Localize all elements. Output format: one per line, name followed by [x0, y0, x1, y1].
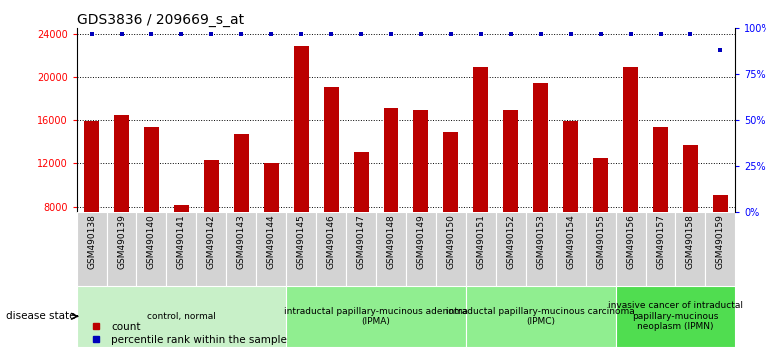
Bar [676, 212, 705, 286]
Bar [293, 46, 309, 293]
Text: GSM490149: GSM490149 [417, 214, 425, 269]
Bar [414, 110, 428, 293]
Text: intraductal papillary-mucinous carcinoma
(IPMC): intraductal papillary-mucinous carcinoma… [447, 307, 635, 326]
Text: GSM490145: GSM490145 [296, 214, 306, 269]
Text: GDS3836 / 209669_s_at: GDS3836 / 209669_s_at [77, 13, 244, 27]
Bar [136, 212, 166, 286]
Bar [174, 205, 189, 293]
Text: GSM490151: GSM490151 [476, 214, 486, 269]
Bar [466, 286, 616, 347]
Legend: count, percentile rank within the sample: count, percentile rank within the sample [82, 317, 291, 349]
Bar [466, 212, 496, 286]
Bar [323, 87, 339, 293]
Bar [496, 212, 525, 286]
Bar [444, 132, 458, 293]
Text: GSM490150: GSM490150 [447, 214, 456, 269]
Bar [106, 212, 136, 286]
Bar [114, 115, 129, 293]
Bar [264, 164, 279, 293]
Bar [555, 212, 586, 286]
Bar [77, 286, 286, 347]
Text: GSM490147: GSM490147 [356, 214, 365, 269]
Bar [384, 108, 398, 293]
Text: GSM490144: GSM490144 [267, 214, 276, 269]
Bar [593, 158, 608, 293]
Bar [234, 134, 249, 293]
Text: GSM490139: GSM490139 [117, 214, 126, 269]
Bar [705, 212, 735, 286]
Text: GSM490142: GSM490142 [207, 214, 216, 269]
Text: GSM490153: GSM490153 [536, 214, 545, 269]
Text: GSM490143: GSM490143 [237, 214, 246, 269]
Text: GSM490140: GSM490140 [147, 214, 156, 269]
Bar [525, 212, 555, 286]
Bar [473, 67, 489, 293]
Bar [683, 145, 698, 293]
Bar [166, 212, 196, 286]
Text: GSM490158: GSM490158 [686, 214, 695, 269]
Bar [316, 212, 346, 286]
Bar [144, 127, 159, 293]
Bar [653, 127, 668, 293]
Text: invasive cancer of intraductal
papillary-mucinous
neoplasm (IPMN): invasive cancer of intraductal papillary… [608, 301, 743, 331]
Bar [354, 152, 368, 293]
Bar [376, 212, 406, 286]
Bar [286, 212, 316, 286]
Text: GSM490148: GSM490148 [387, 214, 395, 269]
Bar [77, 212, 106, 286]
Bar [713, 195, 728, 293]
Bar [226, 212, 257, 286]
Text: intraductal papillary-mucinous adenoma
(IPMA): intraductal papillary-mucinous adenoma (… [284, 307, 468, 326]
Text: GSM490156: GSM490156 [626, 214, 635, 269]
Text: GSM490146: GSM490146 [326, 214, 336, 269]
Bar [257, 212, 286, 286]
Text: GSM490154: GSM490154 [566, 214, 575, 269]
Bar [196, 212, 226, 286]
Bar [616, 286, 735, 347]
Text: GSM490157: GSM490157 [656, 214, 665, 269]
Bar [563, 121, 578, 293]
Text: GSM490138: GSM490138 [87, 214, 96, 269]
Bar [616, 212, 646, 286]
Text: GSM490159: GSM490159 [716, 214, 725, 269]
Bar [204, 160, 219, 293]
Text: GSM490155: GSM490155 [596, 214, 605, 269]
Text: control, normal: control, normal [147, 312, 216, 321]
Text: disease state: disease state [5, 311, 75, 321]
Text: GSM490141: GSM490141 [177, 214, 186, 269]
Bar [586, 212, 616, 286]
Bar [346, 212, 376, 286]
Bar [623, 67, 638, 293]
Bar [286, 286, 466, 347]
Bar [84, 121, 99, 293]
Bar [533, 84, 548, 293]
Text: GSM490152: GSM490152 [506, 214, 516, 269]
Bar [436, 212, 466, 286]
Bar [503, 110, 519, 293]
Bar [406, 212, 436, 286]
Bar [646, 212, 676, 286]
